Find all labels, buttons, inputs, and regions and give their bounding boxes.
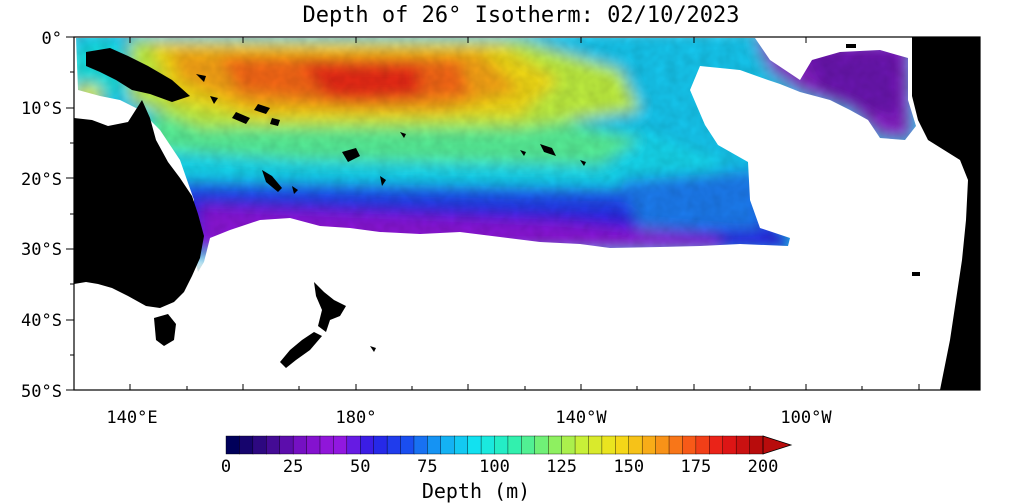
map-panel: [74, 37, 980, 390]
colorbar-tick-label: 175: [681, 457, 712, 477]
colorbar-cell: [615, 435, 630, 455]
colorbar-label: Depth (m): [422, 479, 530, 503]
colorbar-cell: [548, 435, 563, 455]
colorbar-cell: [749, 435, 764, 455]
colorbar-cell: [427, 435, 442, 455]
colorbar-cell: [333, 435, 348, 455]
colorbar-cell: [360, 435, 375, 455]
south-america-landmass: [912, 37, 980, 390]
colorbar-tick-label: 200: [748, 457, 779, 477]
colorbar-cell: [279, 435, 294, 455]
colorbar-cell: [641, 435, 657, 455]
colorbar-cell: [588, 435, 603, 455]
colorbar-cell: [709, 435, 724, 455]
colorbar-tick-label: 25: [283, 457, 303, 477]
colorbar-tick-label: 125: [546, 457, 577, 477]
colorbar-cells: [225, 435, 764, 455]
lat-label-30s: 30°S: [21, 240, 62, 260]
lat-label-40s: 40°S: [21, 311, 62, 331]
colorbar-cell: [574, 435, 590, 455]
lon-label-180: 180°: [336, 408, 377, 428]
colorbar-cell: [655, 435, 670, 455]
lat-label-50s: 50°S: [21, 382, 62, 402]
colorbar-cell: [668, 435, 684, 455]
colorbar-cell: [454, 435, 469, 455]
lat-label-0: 0°: [42, 29, 62, 49]
colorbar-overflow-arrow: [762, 435, 793, 455]
colorbar-cell: [521, 435, 536, 455]
colorbar-tick-label: 50: [350, 457, 370, 477]
lon-label-140e: 140°E: [106, 408, 157, 428]
nz-north-island: [314, 282, 346, 332]
colorbar-tick-label: 100: [479, 457, 510, 477]
australia-landmass: [74, 100, 204, 308]
colorbar-cell: [682, 435, 697, 455]
colorbar-cell: [386, 435, 402, 455]
colorbar-cell: [735, 435, 751, 455]
lat-label-20s: 20°S: [21, 170, 62, 190]
colorbar-cell: [239, 435, 254, 455]
colorbar-cell: [601, 435, 616, 455]
colorbar-cell: [467, 435, 482, 455]
colorbar-cell: [722, 435, 737, 455]
colorbar-cell: [400, 435, 415, 455]
colorbar-cell: [252, 435, 267, 455]
lon-label-100w: 100°W: [780, 408, 832, 428]
colorbar-cell: [440, 435, 455, 455]
nz-south-island: [280, 332, 322, 368]
longitude-axis: 140°E 180° 140°W 100°W: [106, 408, 832, 428]
colorbar-cell: [266, 435, 281, 455]
map-frame: [66, 36, 981, 391]
colorbar-cell: [306, 435, 321, 455]
colorbar-cell: [292, 435, 308, 455]
colorbar-cell: [534, 435, 549, 455]
colorbar-cell: [373, 435, 388, 455]
land-masses: [74, 37, 980, 390]
colorbar-cell: [319, 435, 335, 455]
map-title: Depth of 26° Isotherm: 02/10/2023: [302, 3, 739, 28]
colorbar-tick-label: 75: [417, 457, 437, 477]
colorbar-cell: [494, 435, 509, 455]
lon-label-140w: 140°W: [555, 408, 607, 428]
lat-label-10s: 10°S: [21, 99, 62, 119]
colorbar-tick-label: 150: [613, 457, 644, 477]
tasmania-landmass: [154, 314, 176, 346]
colorbar-cell: [507, 435, 522, 455]
depth-colorbar: 0 25 50 75 100 125 150 175 200 Depth (m): [221, 435, 793, 503]
colorbar-cell: [225, 435, 241, 455]
colorbar-cell: [413, 435, 428, 455]
latitude-axis: 0° 10°S 20°S 30°S 40°S 50°S: [21, 29, 62, 402]
colorbar-cell: [480, 435, 496, 455]
colorbar-tick-labels: 0 25 50 75 100 125 150 175 200: [221, 457, 778, 477]
colorbar-cell: [628, 435, 643, 455]
colorbar-cell: [561, 435, 576, 455]
new-guinea-landmass: [86, 48, 190, 102]
colorbar-cell: [346, 435, 361, 455]
colorbar-tick-label: 0: [221, 457, 231, 477]
colorbar-cell: [695, 435, 710, 455]
